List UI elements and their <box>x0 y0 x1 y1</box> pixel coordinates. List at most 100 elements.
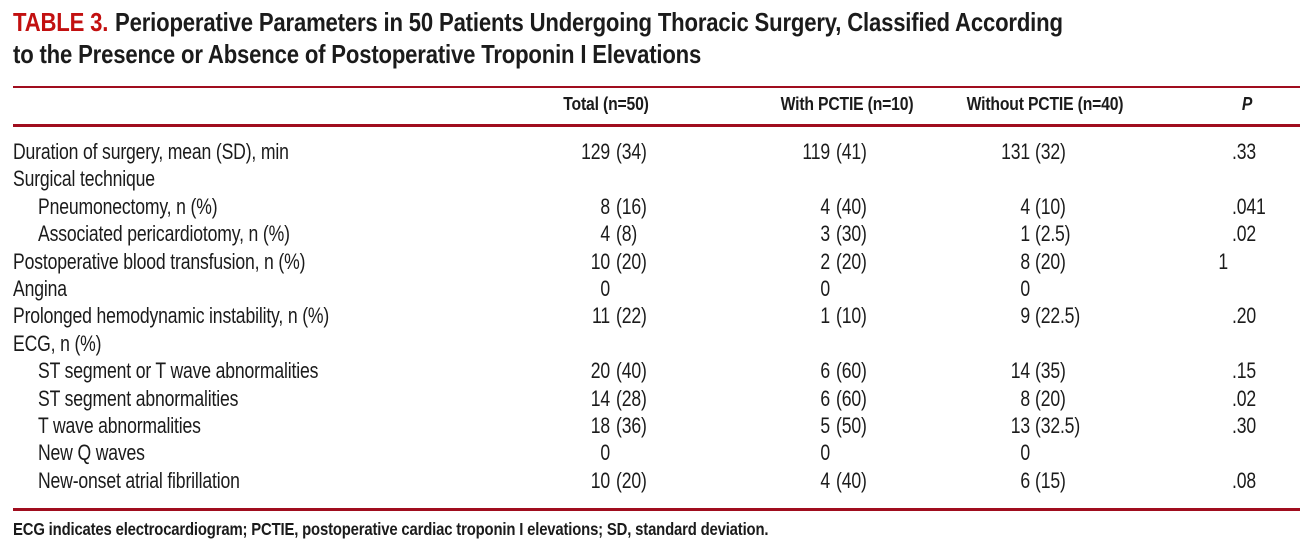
with-pctie-percent: (50) <box>836 412 867 438</box>
p-value-decimal: .33 <box>1232 139 1256 164</box>
row-label: Postoperative blood transfusion, n (%) <box>13 248 306 274</box>
row-label: Surgical technique <box>13 166 155 192</box>
table-body: Duration of surgery, mean (SD), min 129 (3… <box>0 138 1313 494</box>
table-row: New-onset atrial fibrillation 10 (20) 4 (40)… <box>0 467 1313 494</box>
with-pctie-count: 5 <box>820 412 830 438</box>
with-pctie-percent: (30) <box>836 221 867 247</box>
with-pctie-count: 0 <box>820 275 830 301</box>
row-label: Associated pericardiotomy, n (%) <box>38 221 290 247</box>
total-count: 129 <box>581 139 610 164</box>
without-pctie-percent: (20) <box>1035 248 1066 274</box>
with-pctie-count: 0 <box>820 440 830 466</box>
total-percent: (28) <box>616 385 647 411</box>
row-label: ST segment abnormalities <box>38 385 239 411</box>
with-pctie-count: 4 <box>820 467 830 493</box>
with-pctie-percent: (60) <box>836 385 867 411</box>
with-pctie-count: 6 <box>820 385 830 411</box>
without-pctie-percent: (32.5) <box>1035 412 1081 438</box>
total-count: 10 <box>590 248 610 274</box>
table-row: Angina 0 0 0 <box>0 275 1313 302</box>
without-pctie-count: 6 <box>1020 467 1030 493</box>
total-percent: (16) <box>616 193 647 219</box>
title-line2: to the Presence or Absence of Postoperat… <box>13 39 702 69</box>
title-line1: Perioperative Parameters in 50 Patients … <box>115 7 1063 37</box>
total-count: 0 <box>600 440 610 466</box>
with-pctie-percent: (40) <box>836 193 867 219</box>
table-row: T wave abnormalities 18 (36) 5 (50) 13 (32.5).… <box>0 412 1313 439</box>
p-value-decimal: .15 <box>1232 358 1256 384</box>
table-row: Associated pericardiotomy, n (%) 4 (8) 3 (30… <box>0 220 1313 247</box>
total-percent: (22) <box>616 303 647 329</box>
with-pctie-count: 4 <box>820 193 830 219</box>
total-percent: (40) <box>616 358 647 384</box>
total-percent: (20) <box>616 248 647 274</box>
total-count: 20 <box>590 358 610 384</box>
with-pctie-percent: (20) <box>836 248 867 274</box>
without-pctie-count: 9 <box>1020 303 1030 329</box>
table-row: New Q waves 0 0 0 <box>0 439 1313 466</box>
table-row: ECG, n (%) <box>0 330 1313 357</box>
without-pctie-percent: (2.5) <box>1035 221 1071 247</box>
without-pctie-count: 1 <box>1020 221 1030 247</box>
table-title: TABLE 3. Perioperative Parameters in 50 P… <box>13 6 1063 70</box>
row-label: T wave abnormalities <box>38 412 201 438</box>
row-label: New Q waves <box>38 440 145 466</box>
header-rule <box>13 124 1300 127</box>
with-pctie-count: 1 <box>820 303 830 329</box>
total-count: 0 <box>600 275 610 301</box>
p-value-decimal: .041 <box>1232 193 1266 219</box>
table-number-label: TABLE 3. <box>13 7 109 37</box>
total-count: 8 <box>600 193 610 219</box>
without-pctie-count: 131 <box>1001 139 1030 164</box>
p-value-decimal: .20 <box>1232 303 1256 329</box>
total-count: 10 <box>590 467 610 493</box>
with-pctie-percent: (60) <box>836 358 867 384</box>
total-count: 14 <box>590 385 610 411</box>
with-pctie-count: 3 <box>820 221 830 247</box>
row-label: Duration of surgery, mean (SD), min <box>13 139 289 164</box>
with-pctie-count: 119 <box>802 139 830 164</box>
p-value-decimal: .08 <box>1232 467 1256 493</box>
column-header-total: Total (n=50) <box>563 93 649 114</box>
row-label: New-onset atrial fibrillation <box>38 467 240 493</box>
column-header-without-pctie: Without PCTIE (n=40) <box>966 93 1124 114</box>
row-label: Pneumonectomy, n (%) <box>38 193 218 219</box>
table-row: Pneumonectomy, n (%) 8 (16) 4 (40) 4 (10) .041 <box>0 193 1313 220</box>
table-footnote: ECG indicates electrocardiogram; PCTIE, … <box>13 519 769 539</box>
total-count: 4 <box>600 221 610 247</box>
without-pctie-count: 0 <box>1020 275 1030 301</box>
p-value-decimal: .02 <box>1232 385 1256 411</box>
with-pctie-count: 2 <box>820 248 830 274</box>
with-pctie-percent: (40) <box>836 467 867 493</box>
without-pctie-count: 8 <box>1020 385 1030 411</box>
without-pctie-count: 13 <box>1010 412 1030 438</box>
table-row: Postoperative blood transfusion, n (%) 10… <box>0 248 1313 275</box>
total-percent: (36) <box>616 412 647 438</box>
without-pctie-percent: (15) <box>1035 467 1066 493</box>
without-pctie-percent: (10) <box>1035 193 1066 219</box>
table-row: Prolonged hemodynamic instability, n (%)… <box>0 302 1313 329</box>
without-pctie-count: 4 <box>1020 193 1030 219</box>
p-value-integer: 1 <box>1218 248 1228 274</box>
total-percent: (20) <box>616 467 647 493</box>
title-rule <box>13 86 1300 88</box>
without-pctie-count: 8 <box>1020 248 1030 274</box>
total-percent: (34) <box>616 139 647 164</box>
table-row: ST segment or T wave abnormalities 20 (40)… <box>0 357 1313 384</box>
with-pctie-count: 6 <box>820 358 830 384</box>
row-label: Angina <box>13 275 67 301</box>
footer-rule <box>13 508 1300 511</box>
without-pctie-percent: (35) <box>1035 358 1066 384</box>
p-value-decimal: .02 <box>1232 221 1256 247</box>
p-value-decimal: .30 <box>1232 412 1256 438</box>
total-count: 11 <box>592 303 610 329</box>
column-header-with-pctie: With PCTIE (n=10) <box>780 93 914 114</box>
with-pctie-percent: (41) <box>836 139 867 164</box>
column-header-p-value: P <box>1241 93 1253 114</box>
total-count: 18 <box>590 412 610 438</box>
row-label: ECG, n (%) <box>13 330 102 356</box>
without-pctie-count: 0 <box>1020 440 1030 466</box>
with-pctie-percent: (10) <box>836 303 867 329</box>
without-pctie-percent: (22.5) <box>1035 303 1081 329</box>
